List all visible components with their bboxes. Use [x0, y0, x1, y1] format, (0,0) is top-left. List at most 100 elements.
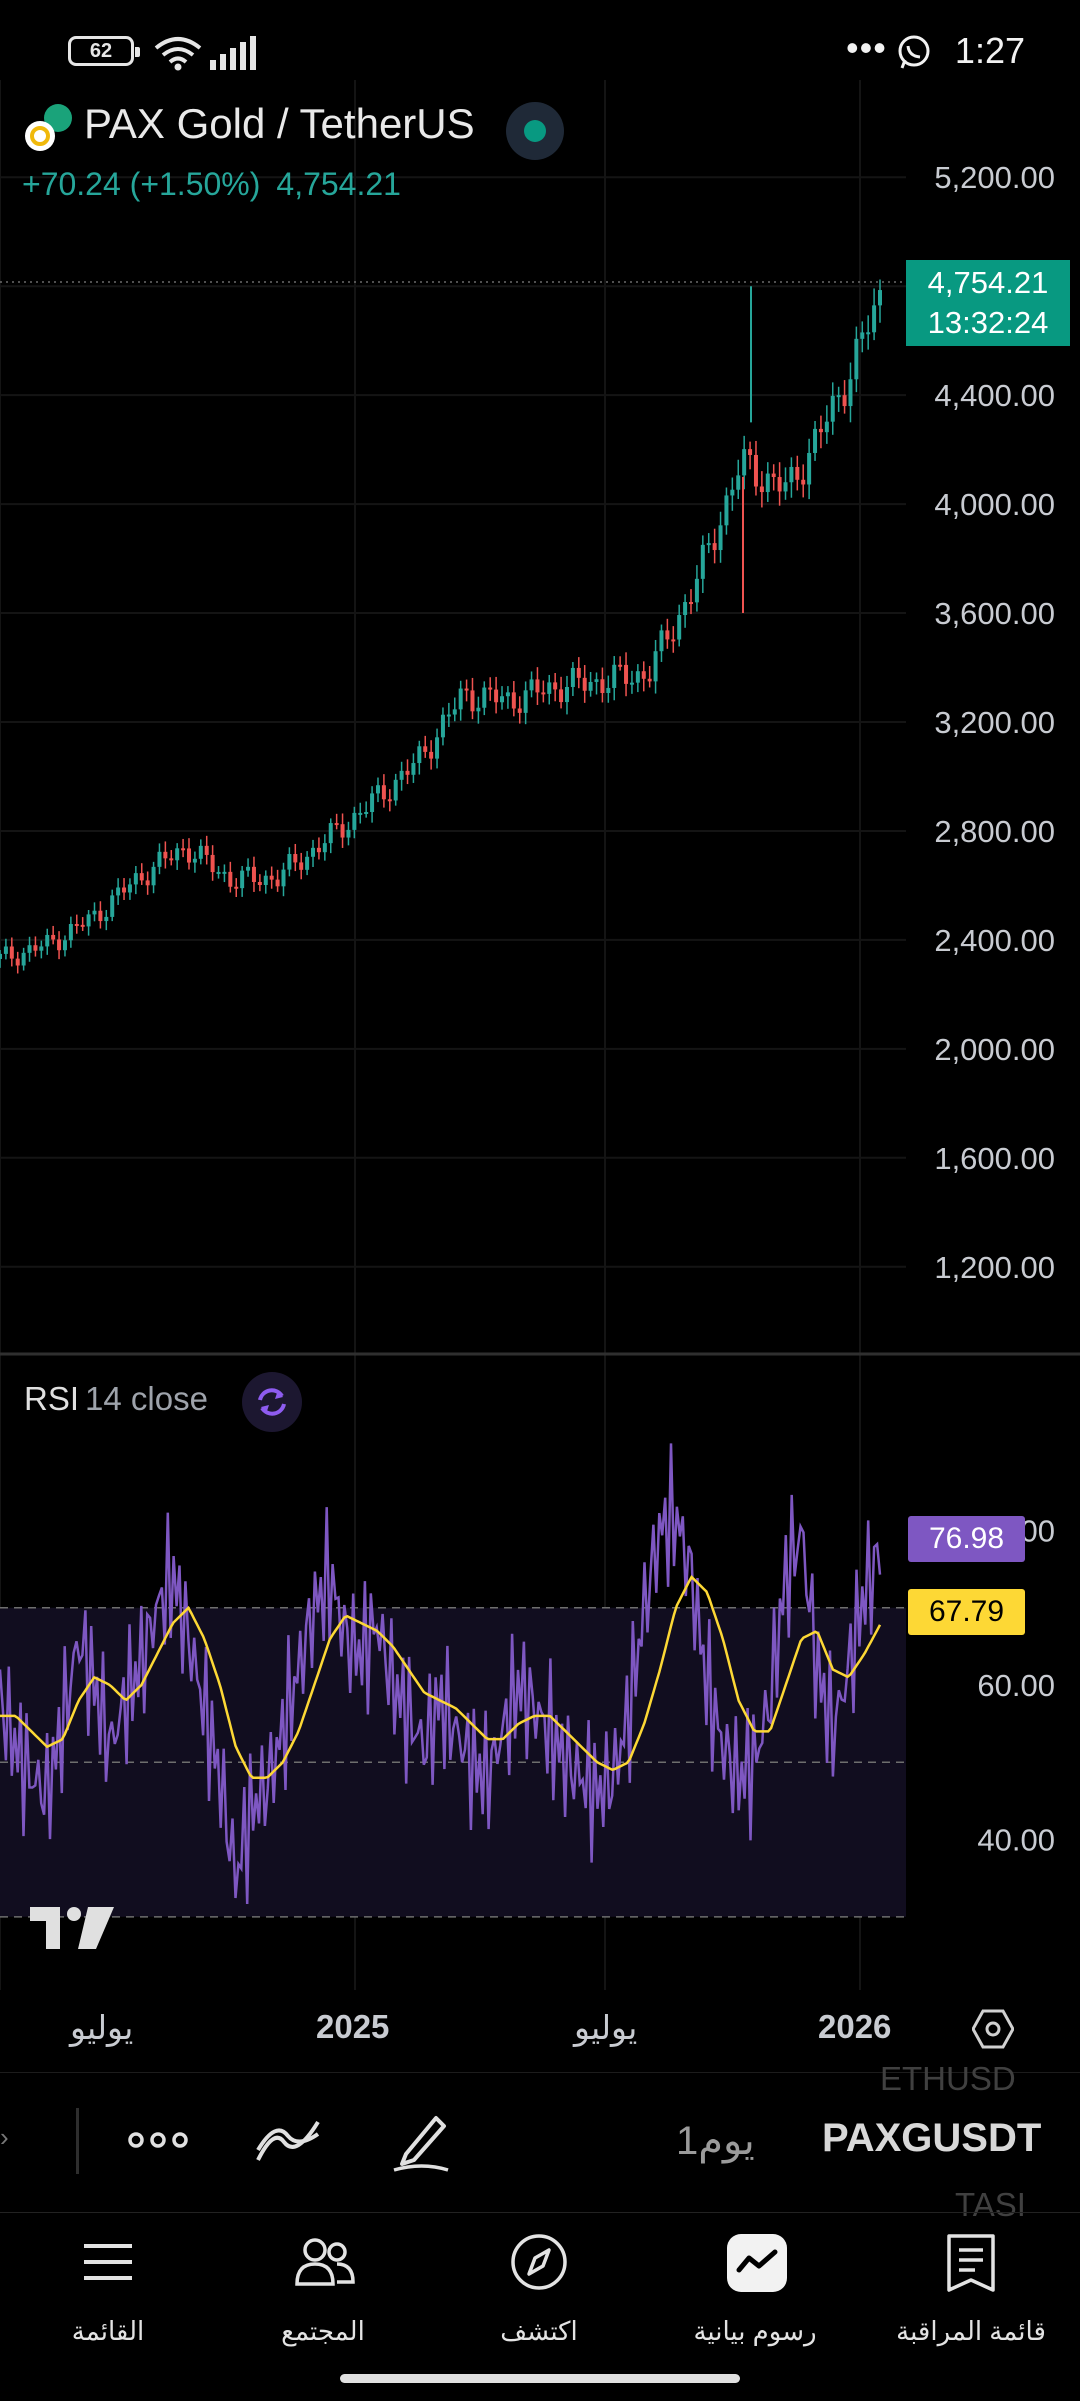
candle-body: [222, 871, 227, 874]
candle-body: [133, 873, 138, 885]
price-chart[interactable]: 5,200.00 4,400.00 4,000.00 3,600.00 3,200.00…: [0, 0, 1080, 1990]
candle-body: [576, 667, 581, 678]
candle-body: [860, 332, 865, 339]
candle-body: [352, 812, 357, 830]
nav-community[interactable]: المجتمع: [238, 2224, 408, 2346]
candle-body: [535, 679, 540, 693]
candle-body: [600, 679, 605, 693]
price-axis: 5,200.00 4,400.00 4,000.00 3,600.00 3,200.00…: [934, 160, 1055, 1285]
nav-charts[interactable]: رسوم بيانية: [670, 2224, 840, 2346]
candle-body: [0, 953, 2, 959]
candle-body: [186, 848, 191, 863]
drawing-pen-icon[interactable]: [392, 2108, 452, 2172]
candle-body: [564, 686, 569, 703]
candle-body: [269, 875, 274, 880]
candle-body: [370, 793, 375, 813]
candle-body: [358, 812, 363, 815]
candle-body: [677, 615, 682, 640]
candle-body: [653, 651, 658, 682]
candle-body: [718, 525, 723, 551]
candle-body: [541, 692, 546, 695]
candle-body: [346, 829, 351, 838]
interval-selector[interactable]: 1يوم: [676, 2119, 755, 2163]
candle-body: [3, 946, 8, 954]
candle-body: [878, 290, 882, 306]
candle-body: [21, 952, 26, 966]
symbol-selector[interactable]: PAXGUSDT: [822, 2116, 1042, 2160]
candle-body: [606, 687, 611, 693]
candle-body: [641, 671, 646, 679]
candle-body: [854, 338, 859, 380]
candle-body: [293, 854, 298, 863]
candle-body: [45, 934, 50, 947]
candle-body: [771, 473, 776, 478]
candle-body: [500, 696, 505, 703]
market-open-indicator[interactable]: [506, 102, 564, 160]
candle-body: [842, 395, 847, 407]
candle-body: [204, 845, 209, 855]
candle-body: [435, 737, 440, 759]
nav-explore-label: اكتشف: [500, 2316, 578, 2346]
candle-body: [210, 854, 215, 873]
rsi-legend[interactable]: RSI 14 close: [24, 1380, 208, 1418]
candle-body: [783, 482, 788, 492]
nav-watchlist[interactable]: قائمة المراقبة: [886, 2224, 1056, 2346]
candle-body: [145, 880, 150, 886]
candle-body: [86, 914, 91, 927]
change-value: +70.24 (+1.50%): [22, 166, 261, 202]
candle-body: [275, 879, 280, 887]
more-icon[interactable]: [126, 2108, 190, 2172]
candle-body: [836, 395, 841, 398]
candle-body: [305, 856, 310, 870]
candle-body: [588, 681, 593, 691]
indicators-icon[interactable]: [254, 2108, 324, 2172]
candle-body: [618, 664, 623, 667]
nav-watchlist-label: قائمة المراقبة: [896, 2316, 1046, 2346]
candle-body: [505, 692, 510, 697]
nav-community-label: المجتمع: [281, 2316, 365, 2346]
candle-body: [139, 873, 144, 881]
rsi-refresh-button[interactable]: [242, 1372, 302, 1432]
symbol-title[interactable]: PAX Gold / TetherUS: [84, 100, 475, 147]
candle-body: [712, 543, 717, 551]
scroll-left-icon[interactable]: ›: [0, 2122, 9, 2152]
home-indicator[interactable]: [340, 2374, 740, 2383]
nav-menu[interactable]: القائمة: [23, 2224, 193, 2346]
candle-body: [328, 823, 333, 844]
candle-body: [529, 679, 534, 691]
symbol-next[interactable]: TASI: [955, 2186, 1026, 2223]
refresh-icon: [258, 1388, 286, 1416]
candle-body: [440, 714, 445, 738]
rsi-value-badge: 76.98: [908, 1516, 1025, 1562]
candle-body: [281, 869, 286, 887]
price-tick: 3,600.00: [934, 596, 1055, 631]
symbol-prev[interactable]: ETHUSD: [880, 2060, 1016, 2097]
chart-settings-icon[interactable]: [972, 2008, 1014, 2050]
candle-body: [753, 454, 758, 487]
candle-body: [824, 421, 829, 433]
candle-body: [789, 466, 794, 483]
candle-body: [234, 886, 239, 889]
candle-body: [157, 851, 162, 867]
candle-body: [104, 916, 109, 922]
candle-body: [92, 910, 97, 915]
candle-body: [494, 689, 499, 703]
candle-body: [694, 578, 699, 603]
candle-body: [399, 770, 404, 780]
candle-body: [299, 862, 304, 870]
price-tick: 4,400.00: [934, 378, 1055, 413]
candle-body: [68, 923, 73, 941]
candle-body: [27, 945, 32, 953]
candle-body: [287, 854, 292, 870]
candle-body: [730, 489, 735, 496]
rsi-params: 14 close: [85, 1380, 208, 1417]
rsi-series: [0, 1443, 882, 1905]
nav-explore[interactable]: اكتشف: [454, 2224, 624, 2346]
candle-body: [80, 924, 85, 927]
candle-body: [228, 871, 233, 887]
candle-body: [523, 690, 528, 713]
price-tick: 2,000.00: [934, 1032, 1055, 1067]
candle-body: [163, 851, 168, 859]
candle-body: [464, 688, 469, 691]
chart-icon: [727, 2234, 787, 2292]
